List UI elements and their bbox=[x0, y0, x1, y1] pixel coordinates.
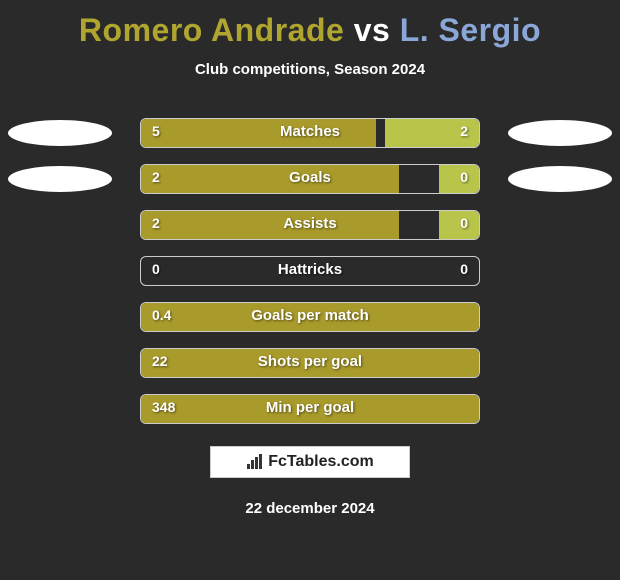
stat-category: Goals per match bbox=[140, 307, 480, 324]
stat-category: Shots per goal bbox=[140, 353, 480, 370]
stat-category: Assists bbox=[140, 215, 480, 232]
comparison-title: Romero Andrade vs L. Sergio bbox=[0, 0, 620, 49]
stat-category: Goals bbox=[140, 169, 480, 186]
stat-category: Matches bbox=[140, 123, 480, 140]
stat-row: 22Shots per goal bbox=[0, 348, 620, 378]
stat-row: 20Goals bbox=[0, 164, 620, 194]
stat-row: 0.4Goals per match bbox=[0, 302, 620, 332]
subtitle: Club competitions, Season 2024 bbox=[0, 61, 620, 78]
stat-row: 52Matches bbox=[0, 118, 620, 148]
footer-logo[interactable]: FcTables.com bbox=[210, 446, 410, 478]
stat-category: Hattricks bbox=[140, 261, 480, 278]
player1-name: Romero Andrade bbox=[79, 12, 344, 48]
player1-badge bbox=[8, 120, 112, 146]
stat-category: Min per goal bbox=[140, 399, 480, 416]
stat-row: 348Min per goal bbox=[0, 394, 620, 424]
chart-icon bbox=[246, 454, 264, 470]
comparison-chart: 52Matches 20Goals 20Assists 00Hattricks 0.4G… bbox=[0, 118, 620, 424]
stat-row: 00Hattricks bbox=[0, 256, 620, 286]
player2-badge bbox=[508, 166, 612, 192]
title-vs: vs bbox=[344, 12, 399, 48]
player1-badge bbox=[8, 166, 112, 192]
player2-badge bbox=[508, 120, 612, 146]
footer-logo-text: FcTables.com bbox=[268, 453, 374, 471]
stat-row: 20Assists bbox=[0, 210, 620, 240]
footer-date: 22 december 2024 bbox=[0, 500, 620, 517]
player2-name: L. Sergio bbox=[400, 12, 541, 48]
